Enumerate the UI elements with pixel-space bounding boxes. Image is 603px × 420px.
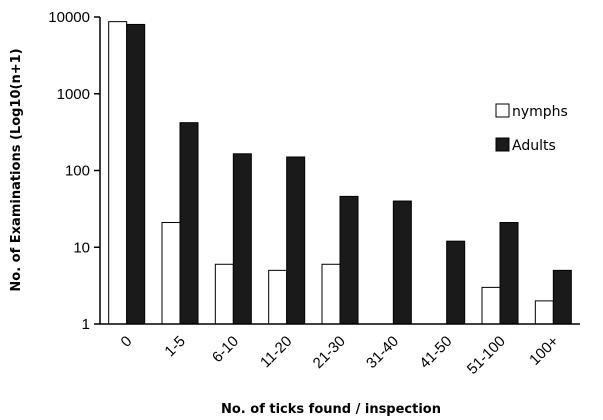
legend-label-adults: Adults <box>512 138 556 154</box>
x-tick-label: 6-10 <box>209 333 242 366</box>
y-tick-label: 100 <box>65 163 90 180</box>
bar-adults-3 <box>286 156 306 325</box>
legend-swatch-nymphs <box>495 103 510 118</box>
bar-adults-8 <box>552 269 572 325</box>
x-tick-label: 1-5 <box>161 333 188 360</box>
x-tick-label: 41-50 <box>416 333 455 372</box>
bar-adults-7 <box>499 222 519 325</box>
bar-nymphs-0 <box>108 21 128 325</box>
bar-adults-0 <box>126 23 146 325</box>
bar-nymphs-4 <box>321 263 341 325</box>
legend-label-nymphs: nymphs <box>512 104 568 120</box>
bar-adults-4 <box>339 195 359 325</box>
bar-nymphs-8 <box>534 300 554 325</box>
bar-nymphs-3 <box>268 269 288 325</box>
x-tick-label: 0 <box>118 333 136 351</box>
x-axis-ticks: 0 1-5 6-10 11-20 21-30 31-40 41-50 51-100 100+ <box>118 333 563 378</box>
y-axis-ticks: 1 10 100 1000 10000 <box>48 9 100 333</box>
bar-nymphs-1 <box>161 222 181 325</box>
bar-adults-5 <box>392 200 412 325</box>
bar-adults-6 <box>446 240 466 325</box>
y-tick-label: 1000 <box>57 86 90 103</box>
x-tick-label: 11-20 <box>257 333 295 371</box>
y-tick-label: 1 <box>82 316 90 333</box>
x-axis-title: No. of ticks found / inspection <box>221 402 441 417</box>
legend: nymphs Adults <box>495 103 568 154</box>
bar-adults-2 <box>232 153 252 325</box>
bar-nymphs-7 <box>481 286 501 325</box>
y-tick-label: 10 <box>73 239 90 256</box>
bar-nymphs-2 <box>214 263 234 325</box>
y-axis-title: No. of Examinations (Log10(n+1) <box>9 48 24 291</box>
legend-swatch-adults <box>495 137 510 152</box>
x-tick-label: 51-100 <box>464 333 509 378</box>
y-tick-label: 10000 <box>48 9 90 26</box>
x-tick-label: 100+ <box>526 333 562 369</box>
x-tick-label: 21-30 <box>310 333 349 372</box>
bar-adults-1 <box>179 122 199 325</box>
x-tick-label: 31-40 <box>363 333 402 372</box>
bars-layer <box>108 21 572 325</box>
